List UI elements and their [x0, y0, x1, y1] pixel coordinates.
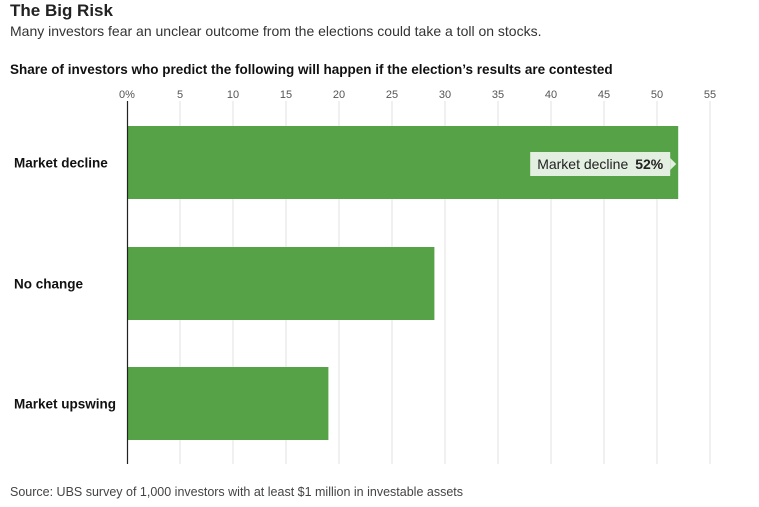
- category-label: Market upswing: [14, 397, 116, 412]
- x-tick-label: 5: [177, 89, 183, 101]
- x-tick-label: 10: [227, 89, 239, 101]
- tooltip-label: Market decline 52%: [537, 156, 664, 172]
- bar: [127, 247, 435, 320]
- x-tick-label: 55: [704, 89, 716, 101]
- x-tick-label: 0%: [119, 89, 135, 101]
- chart-subtitle: Many investors fear an unclear outcome f…: [10, 23, 542, 39]
- x-tick-label: 45: [598, 89, 610, 101]
- chart-heading: Share of investors who predict the follo…: [10, 62, 613, 77]
- x-tick-label: 20: [333, 89, 345, 101]
- x-tick-label: 40: [545, 89, 557, 101]
- tooltip-box: [530, 152, 671, 176]
- tooltip-pointer: [670, 158, 677, 170]
- x-tick-label: 35: [492, 89, 504, 101]
- bar: [127, 367, 329, 440]
- source-note: Source: UBS survey of 1,000 investors wi…: [10, 485, 463, 499]
- tooltip-category: Market decline: [537, 156, 628, 172]
- tooltip-value: 52%: [635, 156, 664, 172]
- x-tick-label: 50: [651, 89, 663, 101]
- x-tick-label: 15: [280, 89, 292, 101]
- category-label: No change: [14, 277, 84, 292]
- chart-title: The Big Risk: [10, 1, 113, 20]
- category-label: Market decline: [14, 156, 108, 171]
- x-tick-label: 25: [386, 89, 398, 101]
- x-tick-label: 30: [439, 89, 451, 101]
